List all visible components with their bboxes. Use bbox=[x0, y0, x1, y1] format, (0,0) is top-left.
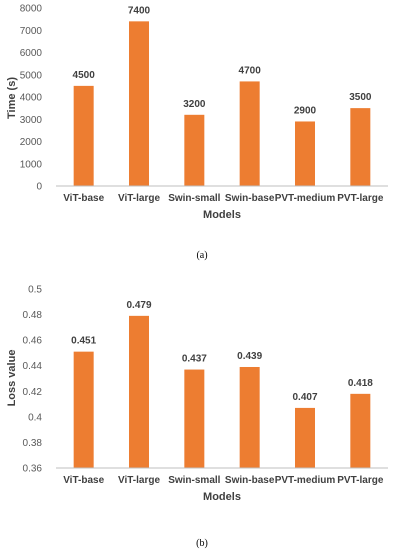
x-tick-label: Swin-small bbox=[168, 475, 220, 486]
data-label: 3200 bbox=[183, 99, 206, 110]
data-label: 0.437 bbox=[182, 354, 207, 365]
data-label: 4700 bbox=[239, 65, 262, 76]
bar bbox=[73, 85, 94, 186]
y-tick-label: 3000 bbox=[20, 115, 43, 126]
y-tick-label: 2000 bbox=[20, 137, 43, 148]
x-tick-labels: ViT-base ViT-large Swin-small Swin-base PVT-… bbox=[63, 193, 384, 204]
bar bbox=[350, 393, 371, 468]
data-label: 0.479 bbox=[126, 300, 151, 311]
data-label: 0.407 bbox=[292, 392, 317, 403]
y-tick-label: 0.36 bbox=[23, 464, 43, 475]
y-tick-label: 8000 bbox=[20, 4, 43, 15]
y-tick-label: 0.44 bbox=[23, 361, 43, 372]
data-labels: 4500 7400 3200 4700 2900 3500 bbox=[73, 5, 372, 116]
x-tick-labels: ViT-base ViT-large Swin-small Swin-base PVT-… bbox=[63, 475, 384, 486]
bar bbox=[295, 407, 315, 468]
chart-panel-b: 0.36 0.38 0.4 0.42 0.44 0.46 0.48 0.5 0.451 0.47… bbox=[6, 285, 388, 549]
x-tick-label: PVT-medium bbox=[275, 193, 336, 204]
x-tick-label: ViT-large bbox=[118, 475, 160, 486]
chart-panel-a: 0 1000 2000 3000 4000 5000 6000 7000 8000 4500 74… bbox=[6, 4, 388, 261]
bar bbox=[239, 81, 260, 186]
bar bbox=[184, 114, 205, 186]
x-tick-label: Swin-small bbox=[168, 193, 220, 204]
data-labels: 0.451 0.479 0.437 0.439 0.407 0.418 bbox=[71, 300, 373, 403]
y-tick-label: 4000 bbox=[20, 93, 43, 104]
x-tick-label: PVT-large bbox=[337, 475, 384, 486]
y-tick-label: 0 bbox=[36, 182, 42, 193]
bar bbox=[129, 315, 149, 468]
bar bbox=[295, 121, 315, 186]
data-label: 0.418 bbox=[348, 378, 373, 389]
data-label: 0.439 bbox=[237, 351, 262, 362]
x-tick-label: Swin-base bbox=[225, 193, 275, 204]
y-tick-label: 0.38 bbox=[23, 438, 43, 449]
data-label: 2900 bbox=[294, 105, 317, 116]
y-tick-labels: 0.36 0.38 0.4 0.42 0.44 0.46 0.48 0.5 bbox=[23, 285, 43, 475]
panel-label: (b) bbox=[196, 538, 208, 549]
data-label: 3500 bbox=[349, 92, 372, 103]
y-tick-label: 5000 bbox=[20, 70, 43, 81]
bar bbox=[73, 351, 94, 468]
data-label: 7400 bbox=[128, 5, 151, 16]
bars bbox=[73, 21, 371, 186]
y-tick-label: 1000 bbox=[20, 159, 43, 170]
x-axis-label: Models bbox=[203, 491, 241, 503]
data-label: 0.451 bbox=[71, 336, 96, 347]
y-tick-label: 0.46 bbox=[23, 336, 43, 347]
y-tick-labels: 0 1000 2000 3000 4000 5000 6000 7000 8000 bbox=[20, 4, 43, 193]
bar bbox=[239, 366, 260, 468]
bars bbox=[73, 315, 371, 468]
y-tick-label: 0.48 bbox=[23, 310, 43, 321]
y-tick-label: 7000 bbox=[20, 26, 43, 37]
y-tick-label: 0.4 bbox=[28, 412, 42, 423]
panel-label: (a) bbox=[196, 250, 207, 261]
x-tick-label: ViT-base bbox=[63, 475, 104, 486]
y-tick-label: 0.5 bbox=[28, 285, 42, 296]
data-label: 4500 bbox=[73, 70, 96, 81]
y-axis-label: Time (s) bbox=[6, 77, 18, 119]
x-tick-label: ViT-large bbox=[118, 193, 160, 204]
y-axis-label: Loss value bbox=[6, 350, 18, 407]
y-tick-label: 6000 bbox=[20, 48, 43, 59]
x-axis-label: Models bbox=[203, 209, 241, 221]
bar bbox=[129, 21, 149, 186]
y-tick-label: 0.42 bbox=[23, 387, 43, 398]
bar bbox=[350, 108, 371, 186]
x-tick-label: PVT-large bbox=[337, 193, 384, 204]
x-tick-label: ViT-base bbox=[63, 193, 104, 204]
x-tick-label: PVT-medium bbox=[275, 475, 336, 486]
x-tick-label: Swin-base bbox=[225, 475, 275, 486]
bar bbox=[184, 369, 205, 468]
